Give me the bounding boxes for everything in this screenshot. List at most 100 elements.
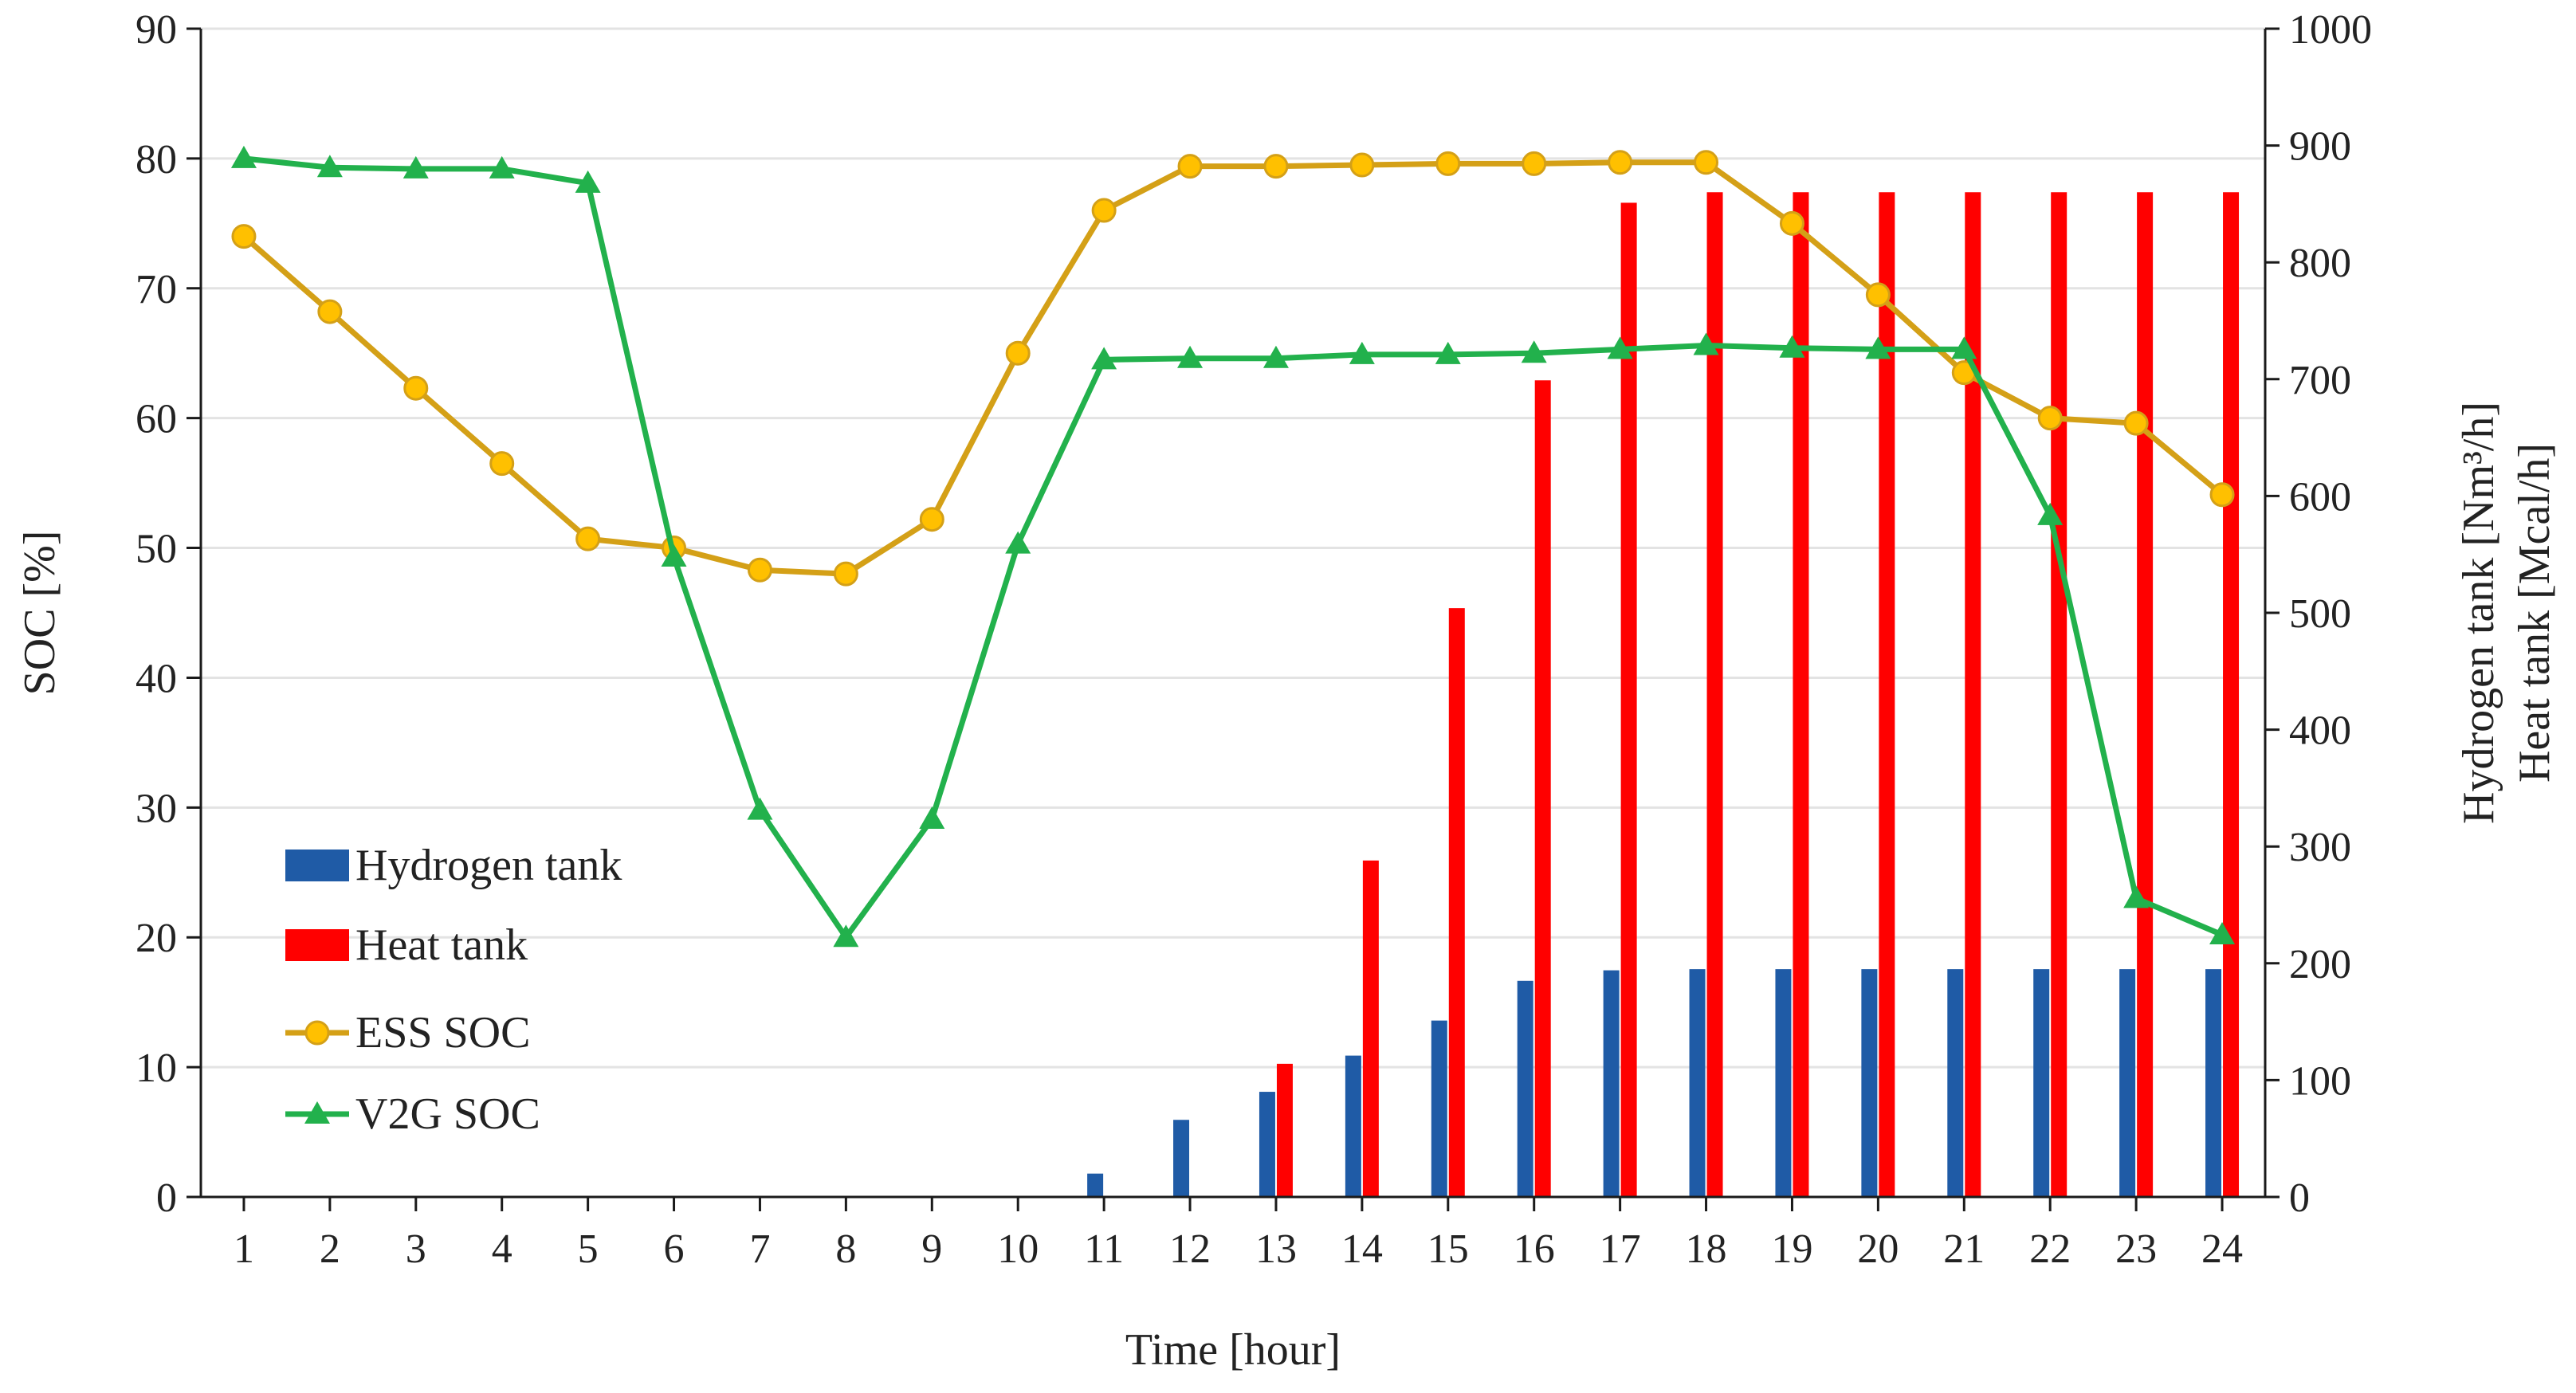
y-right-tick-label: 400 — [2289, 708, 2351, 754]
y-left-tick-label: 0 — [156, 1175, 177, 1221]
bar-hydrogen-tank — [1345, 1055, 1361, 1197]
point-ess-soc — [575, 526, 601, 551]
point-v2g-soc — [489, 155, 515, 179]
point-v2g-soc — [575, 170, 601, 193]
y-right-tick-label: 600 — [2289, 474, 2351, 520]
x-tick-label: 22 — [2029, 1226, 2071, 1272]
y-right-tick-label: 800 — [2289, 241, 2351, 286]
line-ess-soc — [242, 159, 2225, 577]
bar-hydrogen-tank — [1431, 1020, 1447, 1197]
bar-hydrogen-tank — [1517, 980, 1533, 1197]
bar-hydrogen-tank — [1259, 1092, 1275, 1197]
point-v2g-soc — [661, 543, 687, 567]
bar-heat-tank — [1276, 1063, 1293, 1197]
y-right-tick-label: 1000 — [2289, 7, 2372, 53]
point-v2g-soc — [1951, 336, 1977, 359]
bar-heat-tank — [1448, 608, 1465, 1197]
bar-heat-tank — [1879, 192, 1895, 1198]
bar-hydrogen-tank — [1775, 969, 1792, 1197]
point-ess-soc — [317, 299, 343, 324]
point-ess-soc — [1608, 150, 1633, 175]
x-tick-label: 11 — [1084, 1226, 1124, 1272]
x-tick-label: 6 — [664, 1226, 685, 1272]
y-axis-right-title-heat: Heat tank [Mcal/h] — [2510, 443, 2559, 783]
bar-heat-tank — [1534, 380, 1551, 1197]
point-ess-soc — [1435, 151, 1461, 176]
bar-heat-tank — [1362, 860, 1379, 1197]
legend: Hydrogen tank Heat tank ESS SOC V2G SOC — [285, 841, 622, 1139]
x-tick-label: 3 — [406, 1226, 426, 1272]
y-right-tick-label: 500 — [2289, 591, 2351, 637]
point-v2g-soc — [1607, 336, 1633, 359]
point-v2g-soc — [316, 155, 343, 178]
x-tick-label: 16 — [1514, 1226, 1555, 1272]
point-ess-soc — [1091, 198, 1117, 223]
legend-swatch-heat-tank — [285, 929, 349, 961]
bar-hydrogen-tank — [1173, 1120, 1190, 1197]
bar-hydrogen-tank — [1689, 969, 1706, 1197]
point-ess-soc — [403, 375, 429, 401]
y-left-tick-label: 50 — [135, 527, 177, 572]
point-v2g-soc — [2209, 921, 2236, 944]
x-tick-label: 8 — [835, 1226, 856, 1272]
point-v2g-soc — [747, 797, 773, 820]
bar-heat-tank — [2223, 192, 2240, 1198]
x-axis-title: Time [hour] — [1125, 1325, 1341, 1375]
bar-heat-tank — [1706, 192, 1723, 1198]
x-tick-label: 12 — [1169, 1226, 1211, 1272]
point-v2g-soc — [1177, 345, 1204, 368]
y-axis-left-title: SOC [%] — [15, 531, 65, 696]
y-left-tick-label: 90 — [135, 7, 177, 53]
x-tick-label: 14 — [1341, 1226, 1383, 1272]
point-ess-soc — [1177, 154, 1203, 179]
point-ess-soc — [919, 507, 944, 532]
point-v2g-soc — [1521, 340, 1547, 363]
point-ess-soc — [489, 451, 515, 477]
bar-heat-tank — [2051, 192, 2067, 1198]
point-v2g-soc — [919, 806, 945, 829]
y-right-tick-label: 100 — [2289, 1058, 2351, 1104]
y-left-tick-label: 30 — [135, 786, 177, 831]
point-v2g-soc — [1435, 341, 1461, 364]
bar-series — [1087, 192, 2240, 1198]
x-tick-label: 23 — [2115, 1226, 2157, 1272]
point-ess-soc — [231, 224, 257, 249]
bar-hydrogen-tank — [2205, 969, 2222, 1197]
point-v2g-soc — [833, 924, 859, 948]
point-v2g-soc — [1865, 336, 1891, 359]
x-tick-label: 20 — [1857, 1226, 1899, 1272]
bar-hydrogen-tank — [1861, 969, 1878, 1197]
point-ess-soc — [833, 561, 858, 587]
point-v2g-soc — [2037, 502, 2064, 525]
point-v2g-soc — [230, 145, 257, 168]
x-tick-label: 4 — [492, 1226, 512, 1272]
y-right-tick-label: 700 — [2289, 358, 2351, 403]
point-v2g-soc — [2123, 885, 2150, 908]
x-tick-label: 15 — [1427, 1226, 1469, 1272]
point-ess-soc — [2209, 482, 2235, 508]
y-right-tick-label: 0 — [2289, 1175, 2310, 1221]
point-ess-soc — [1263, 154, 1289, 179]
y-right-tick-label: 200 — [2289, 942, 2351, 987]
x-tick-label: 19 — [1771, 1226, 1812, 1272]
point-ess-soc — [1694, 150, 1719, 175]
y-left-tick-label: 20 — [135, 916, 177, 961]
x-tick-label: 13 — [1255, 1226, 1297, 1272]
point-ess-soc — [2123, 410, 2149, 436]
y-left-tick-label: 80 — [135, 137, 177, 182]
y-left-tick-label: 40 — [135, 656, 177, 701]
bar-heat-tank — [1793, 192, 1809, 1198]
x-tick-label: 24 — [2201, 1226, 2243, 1272]
line-series — [230, 145, 2236, 948]
y-left-tick-label: 70 — [135, 267, 177, 312]
bar-hydrogen-tank — [1603, 970, 1620, 1197]
bar-heat-tank — [1620, 202, 1637, 1198]
point-ess-soc — [1522, 151, 1547, 176]
x-tick-label: 18 — [1686, 1226, 1727, 1272]
gridlines — [201, 27, 2265, 1069]
point-v2g-soc — [402, 155, 429, 179]
point-ess-soc — [1005, 340, 1031, 366]
line-v2g-soc — [243, 155, 2224, 940]
point-v2g-soc — [1349, 341, 1375, 364]
